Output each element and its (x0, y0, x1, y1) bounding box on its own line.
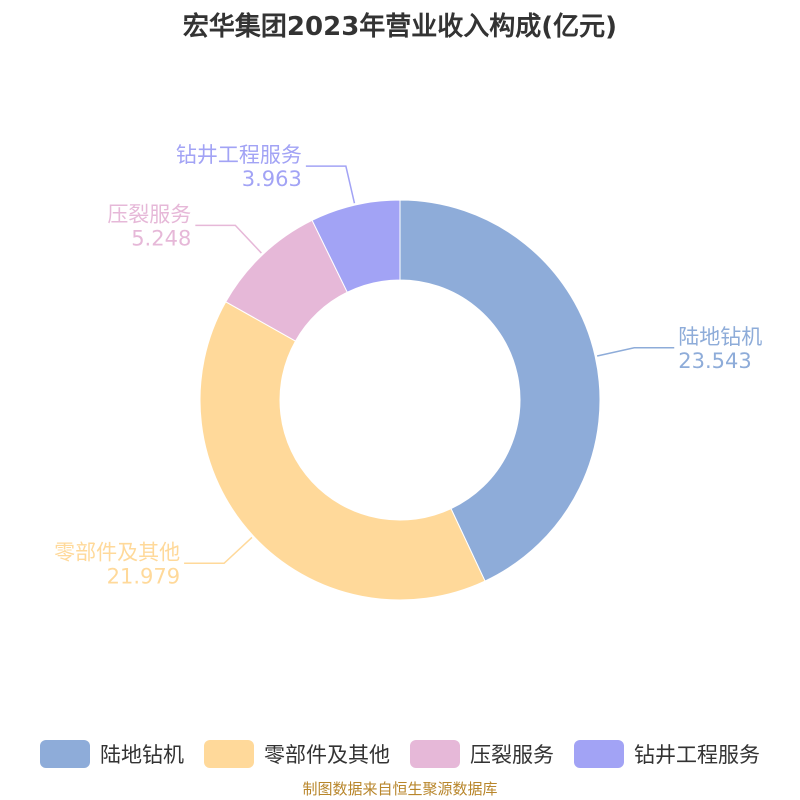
legend-item-2[interactable]: 零部件及其他 (204, 739, 390, 769)
legend-item-4[interactable]: 钻井工程服务 (574, 739, 760, 769)
legend-label: 陆地钻机 (100, 743, 184, 767)
slice-value-label-4: 3.963 (242, 167, 302, 191)
slices-layer (199, 199, 601, 601)
chart-title: 宏华集团2023年营业收入构成(亿元) (182, 12, 618, 42)
slice-value-label-3: 5.248 (131, 226, 191, 250)
legend-swatch (40, 740, 90, 768)
data-source-note: 制图数据来自恒生聚源数据库 (302, 780, 498, 798)
donut-slice-4 (311, 199, 401, 293)
legend-item-1[interactable]: 陆地钻机 (40, 739, 184, 769)
legend-label: 钻井工程服务 (634, 743, 760, 767)
legend-swatch (410, 740, 460, 768)
leader-line-3 (195, 224, 262, 254)
leader-line-4 (305, 165, 356, 204)
slice-value-label-1: 23.543 (678, 349, 751, 373)
slice-name-label-4: 钻井工程服务 (176, 143, 302, 167)
donut-slice-2 (199, 301, 486, 601)
chart-legend: 陆地钻机 零部件及其他 压裂服务 钻井工程服务 (0, 734, 800, 774)
slice-name-label-3: 压裂服务 (107, 202, 191, 226)
leader-line-2 (184, 536, 253, 565)
leader-line-1 (596, 347, 675, 357)
legend-label: 零部件及其他 (264, 743, 390, 767)
donut-slice-1 (399, 199, 601, 582)
slice-name-label-2: 零部件及其他 (54, 540, 180, 564)
slice-name-label-1: 陆地钻机 (678, 325, 762, 349)
legend-swatch (204, 740, 254, 768)
legend-item-3[interactable]: 压裂服务 (410, 739, 554, 769)
legend-label: 压裂服务 (470, 743, 554, 767)
legend-swatch (574, 740, 624, 768)
slice-value-label-2: 21.979 (107, 564, 180, 588)
